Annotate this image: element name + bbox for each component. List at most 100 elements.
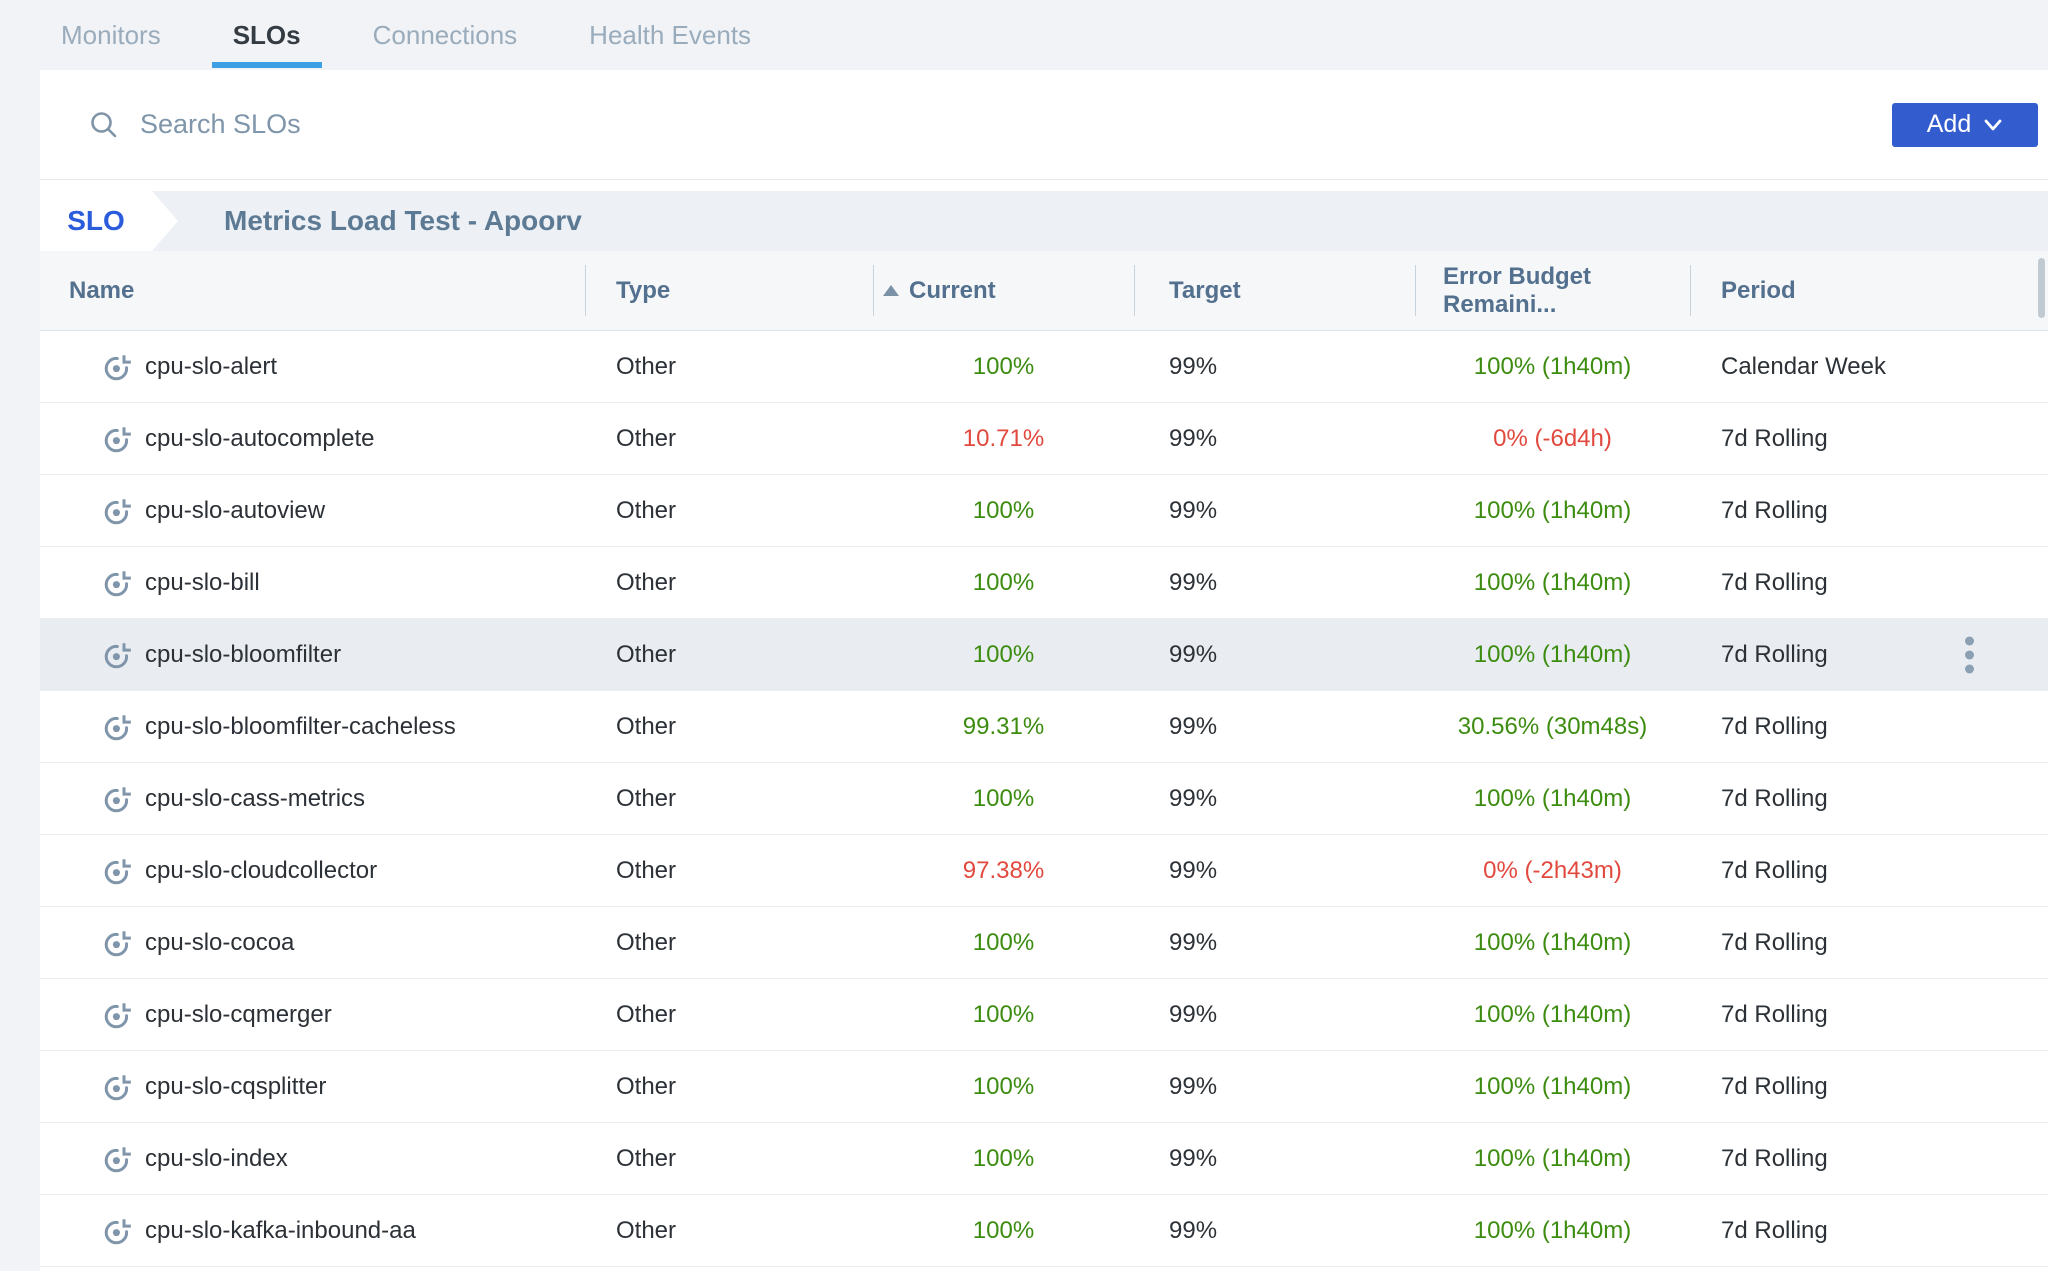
column-header-target[interactable]: Target (1134, 251, 1415, 330)
table-row[interactable]: cpu-slo-cloudcollector Other 97.38% 99% … (40, 835, 2048, 907)
column-header-name[interactable]: Name (69, 276, 135, 304)
slo-name[interactable]: cpu-slo-alert (145, 352, 278, 380)
slo-period: 7d Rolling (1721, 712, 1828, 740)
slo-gauge-icon (103, 424, 133, 454)
name-cell: cpu-slo-index (40, 1144, 585, 1174)
search-input[interactable] (140, 109, 1892, 140)
slo-gauge-icon (103, 856, 133, 886)
name-cell: cpu-slo-bloomfilter-cacheless (40, 712, 585, 742)
add-button[interactable]: Add (1892, 102, 2038, 147)
chevron-down-icon (1983, 118, 2003, 132)
slo-current: 100% (972, 928, 1035, 956)
slo-type: Other (616, 424, 677, 452)
slo-name[interactable]: cpu-slo-cloudcollector (145, 856, 378, 884)
breadcrumb-slo-tag[interactable]: SLO (40, 191, 178, 251)
table-row[interactable]: cpu-slo-kafka-inbound-aa Other 100% 99% … (40, 1195, 2048, 1267)
table-row[interactable]: cpu-slo-bloomfilter-cacheless Other 99.3… (40, 691, 2048, 763)
column-header-period[interactable]: Period (1690, 251, 2048, 330)
slo-target: 99% (1169, 424, 1218, 452)
column-header-current-label: Current (909, 276, 996, 304)
slo-name[interactable]: cpu-slo-bill (145, 568, 260, 596)
column-header-current[interactable]: Current (873, 251, 1134, 330)
slo-name[interactable]: cpu-slo-cocoa (145, 928, 295, 956)
kebab-menu-icon[interactable] (1959, 630, 1980, 679)
slo-error-budget: 100% (1h40m) (1473, 1216, 1632, 1244)
slo-target: 99% (1169, 856, 1218, 884)
table-row[interactable]: cpu-slo-cass-metrics Other 100% 99% 100%… (40, 763, 2048, 835)
table-row[interactable]: cpu-slo-autocomplete Other 10.71% 99% 0%… (40, 403, 2048, 475)
breadcrumb: SLO Metrics Load Test - Apoorv (40, 191, 2048, 251)
slo-gauge-icon (103, 1144, 133, 1174)
name-cell: cpu-slo-autoview (40, 496, 585, 526)
slo-current: 100% (972, 1216, 1035, 1244)
slo-error-budget: 100% (1h40m) (1473, 568, 1632, 596)
slo-gauge-icon (103, 640, 133, 670)
slo-type: Other (616, 856, 677, 884)
slo-error-budget: 0% (-2h43m) (1483, 856, 1622, 884)
column-header-type[interactable]: Type (585, 251, 873, 330)
slo-period: 7d Rolling (1721, 640, 1828, 668)
name-cell: cpu-slo-bloomfilter (40, 640, 585, 670)
table-row[interactable]: cpu-slo-cqmerger Other 100% 99% 100% (1h… (40, 979, 2048, 1051)
slo-period: 7d Rolling (1721, 1000, 1828, 1028)
table-row[interactable]: cpu-slo-index Other 100% 99% 100% (1h40m… (40, 1123, 2048, 1195)
slo-current: 100% (972, 1000, 1035, 1028)
slo-error-budget: 100% (1h40m) (1473, 640, 1632, 668)
vertical-scrollbar-thumb[interactable] (2038, 258, 2045, 318)
slo-target: 99% (1169, 1072, 1218, 1100)
name-cell: cpu-slo-cocoa (40, 928, 585, 958)
slo-target: 99% (1169, 712, 1218, 740)
table-row[interactable]: cpu-slo-bloomfilter Other 100% 99% 100% … (40, 619, 2048, 691)
slo-error-budget: 100% (1h40m) (1473, 928, 1632, 956)
slo-period: 7d Rolling (1721, 928, 1828, 956)
slo-name[interactable]: cpu-slo-bloomfilter-cacheless (145, 712, 456, 740)
table-row[interactable]: cpu-slo-alert Other 100% 99% 100% (1h40m… (40, 331, 2048, 403)
slo-error-budget: 0% (-6d4h) (1493, 424, 1612, 452)
slo-current: 100% (972, 568, 1035, 596)
slo-name[interactable]: cpu-slo-cqmerger (145, 1000, 332, 1028)
slo-name[interactable]: cpu-slo-cqsplitter (145, 1072, 327, 1100)
column-header-error-budget[interactable]: Error Budget Remaini... (1415, 251, 1690, 330)
slo-gauge-icon (103, 568, 133, 598)
slo-gauge-icon (103, 928, 133, 958)
slo-name[interactable]: cpu-slo-cass-metrics (145, 784, 366, 812)
slo-name[interactable]: cpu-slo-index (145, 1144, 288, 1172)
name-cell: cpu-slo-autocomplete (40, 424, 585, 454)
search-icon (88, 109, 120, 141)
table-row[interactable]: cpu-slo-cqsplitter Other 100% 99% 100% (… (40, 1051, 2048, 1123)
slo-current: 100% (972, 1072, 1035, 1100)
slo-name[interactable]: cpu-slo-autocomplete (145, 424, 375, 452)
slo-type: Other (616, 1000, 677, 1028)
slo-current: 100% (972, 1144, 1035, 1172)
tab-connections[interactable]: Connections (372, 19, 518, 50)
slo-target: 99% (1169, 1000, 1218, 1028)
tab-monitors[interactable]: Monitors (61, 19, 161, 50)
slo-period: 7d Rolling (1721, 568, 1828, 596)
slo-type: Other (616, 784, 677, 812)
slo-gauge-icon (103, 1072, 133, 1102)
slo-target: 99% (1169, 1144, 1218, 1172)
slo-gauge-icon (103, 496, 133, 526)
table-row[interactable]: cpu-slo-bill Other 100% 99% 100% (1h40m)… (40, 547, 2048, 619)
slo-gauge-icon (103, 1000, 133, 1030)
slo-target: 99% (1169, 784, 1218, 812)
page-title: Metrics Load Test - Apoorv (224, 205, 582, 236)
slo-period: 7d Rolling (1721, 1216, 1828, 1244)
slo-target: 99% (1169, 496, 1218, 524)
slo-name[interactable]: cpu-slo-kafka-inbound-aa (145, 1216, 416, 1244)
tab-health-events[interactable]: Health Events (589, 19, 752, 50)
table-row[interactable]: cpu-slo-autoview Other 100% 99% 100% (1h… (40, 475, 2048, 547)
slo-error-budget: 100% (1h40m) (1473, 1144, 1632, 1172)
table-row[interactable]: cpu-slo-cocoa Other 100% 99% 100% (1h40m… (40, 907, 2048, 979)
slo-panel: Add SLO Metrics Load Test - Apoorv Name … (40, 70, 2048, 1271)
add-button-label: Add (1926, 110, 1972, 138)
name-cell: cpu-slo-cqmerger (40, 1000, 585, 1030)
slo-name[interactable]: cpu-slo-autoview (145, 496, 326, 524)
slo-gauge-icon (103, 712, 133, 742)
tab-slos[interactable]: SLOs (211, 0, 322, 70)
slo-name[interactable]: cpu-slo-bloomfilter (145, 640, 342, 668)
slo-target: 99% (1169, 352, 1218, 380)
search-row: Add (40, 70, 2048, 180)
slo-current: 10.71% (962, 424, 1045, 452)
slo-type: Other (616, 1072, 677, 1100)
